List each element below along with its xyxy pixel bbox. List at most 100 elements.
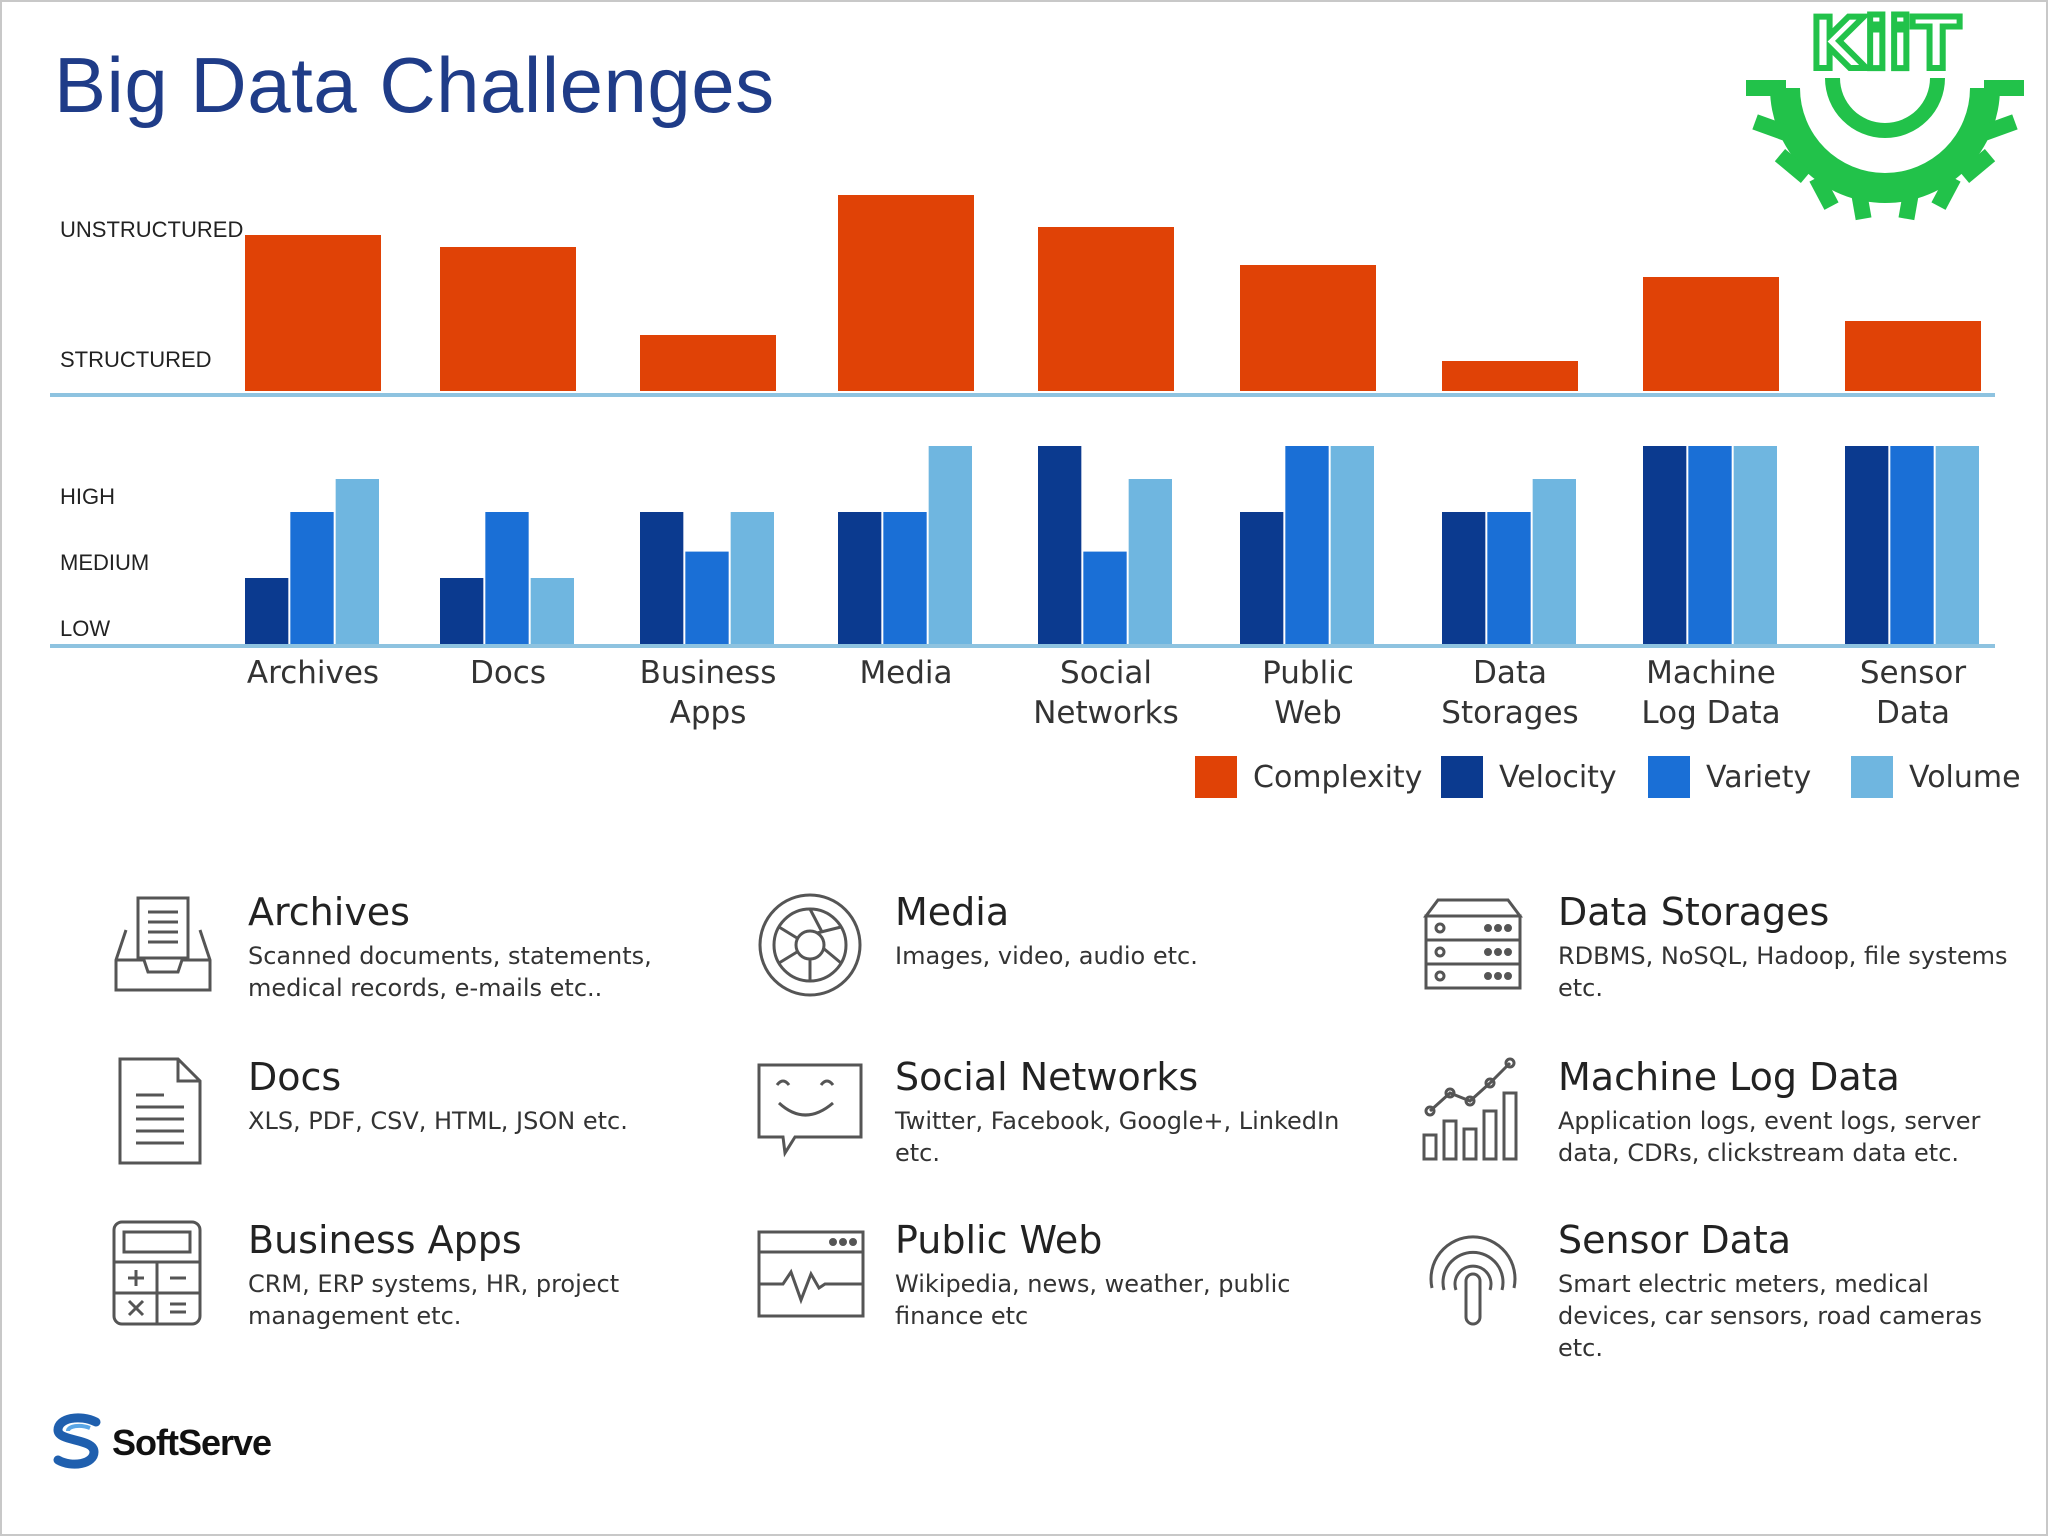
page-title: Big Data Challenges bbox=[54, 41, 775, 129]
category-label: Public bbox=[1262, 655, 1354, 691]
volume-bar bbox=[928, 446, 972, 644]
source-title: Sensor Data bbox=[1558, 1218, 1792, 1262]
source-text: Business Apps CRM, ERP systems, HR, proje… bbox=[248, 1218, 708, 1332]
camera-aperture-icon bbox=[755, 890, 875, 1010]
legend-swatch-variety bbox=[1648, 756, 1690, 798]
velocity-bar bbox=[440, 578, 484, 644]
velocity-bar bbox=[1845, 446, 1889, 644]
category-label: Docs bbox=[470, 655, 546, 691]
variety-bar bbox=[883, 512, 927, 644]
velocity-bar bbox=[1038, 446, 1082, 644]
legend-label-velocity: Velocity bbox=[1499, 760, 1617, 795]
variety-bar bbox=[1285, 446, 1329, 644]
variety-bar bbox=[1487, 512, 1531, 644]
volume-bar bbox=[1733, 446, 1777, 644]
velocity-bar bbox=[1643, 446, 1687, 644]
source-title: Archives bbox=[248, 890, 410, 934]
calculator-icon bbox=[108, 1218, 228, 1338]
kiit-logo-text: KiiT bbox=[1810, 8, 1960, 85]
velocity-bar bbox=[640, 512, 684, 644]
velocity-bar bbox=[838, 512, 882, 644]
legend-swatch-complexity bbox=[1195, 756, 1237, 798]
category-label: Data bbox=[1876, 695, 1950, 731]
complexity-bar bbox=[1240, 265, 1376, 391]
legend-swatch-velocity bbox=[1441, 756, 1483, 798]
source-title: Public Web bbox=[895, 1218, 1103, 1262]
category-label: Archives bbox=[247, 655, 379, 691]
variety-bar bbox=[485, 512, 529, 644]
volume-bar bbox=[730, 512, 774, 644]
variety-bar bbox=[1890, 446, 1934, 644]
source-text: Sensor Data Smart electric meters, medica… bbox=[1558, 1218, 2018, 1364]
source-title: Data Storages bbox=[1558, 890, 1830, 934]
complexity-tick-label: STRUCTURED bbox=[60, 347, 212, 372]
velocity-bar bbox=[1442, 512, 1486, 644]
complexity-bar bbox=[1643, 277, 1779, 391]
source-title: Docs bbox=[248, 1055, 342, 1099]
variety-bar bbox=[685, 551, 729, 644]
source-description: Twitter, Facebook, Google+, LinkedIn etc… bbox=[895, 1107, 1340, 1167]
category-label: Log Data bbox=[1641, 695, 1780, 731]
source-title: Social Networks bbox=[895, 1055, 1199, 1099]
source-text: Docs XLS, PDF, CSV, HTML, JSON etc. bbox=[248, 1055, 708, 1137]
category-label: Data bbox=[1473, 655, 1547, 691]
volume-bar bbox=[1128, 479, 1172, 644]
document-icon bbox=[108, 1055, 228, 1175]
volume-bar bbox=[530, 578, 574, 644]
volume-bar bbox=[1330, 446, 1374, 644]
category-label: Media bbox=[859, 655, 952, 691]
legend-label-volume: Volume bbox=[1909, 760, 2021, 795]
source-title: Machine Log Data bbox=[1558, 1055, 1900, 1099]
source-text: Social Networks Twitter, Facebook, Google… bbox=[895, 1055, 1355, 1169]
complexity-bar bbox=[1442, 361, 1578, 391]
vvv-tick-label: LOW bbox=[60, 616, 110, 641]
category-label: Networks bbox=[1033, 695, 1179, 731]
kiit-logo: KiiT bbox=[1746, 8, 2024, 221]
variety-bar bbox=[1083, 551, 1127, 644]
complexity-bar bbox=[838, 195, 974, 391]
server-rack-icon bbox=[1418, 890, 1538, 1010]
category-label: Web bbox=[1274, 695, 1342, 731]
legend-label-variety: Variety bbox=[1706, 760, 1811, 795]
volume-bar bbox=[1532, 479, 1576, 644]
vvv-tick-label: HIGH bbox=[60, 484, 115, 509]
trend-chart-icon bbox=[1418, 1055, 1538, 1175]
source-description: XLS, PDF, CSV, HTML, JSON etc. bbox=[248, 1107, 628, 1135]
complexity-bar bbox=[1845, 321, 1981, 391]
category-label: Sensor bbox=[1860, 655, 1967, 691]
source-text: Machine Log Data Application logs, event … bbox=[1558, 1055, 2018, 1169]
variety-bar bbox=[290, 512, 334, 644]
velocity-bar bbox=[245, 578, 289, 644]
complexity-bar bbox=[1038, 227, 1174, 391]
volume-bar bbox=[1935, 446, 1979, 644]
complexity-bar bbox=[245, 235, 381, 391]
fingerprint-sensor-icon bbox=[1418, 1218, 1538, 1338]
inbox-tray-icon bbox=[108, 890, 228, 1010]
complexity-bar bbox=[440, 247, 576, 391]
legend-label-complexity: Complexity bbox=[1253, 760, 1422, 795]
source-text: Archives Scanned documents, statements, m… bbox=[248, 890, 708, 1004]
vvv-tick-label: MEDIUM bbox=[60, 550, 149, 575]
source-text: Media Images, video, audio etc. bbox=[895, 890, 1355, 972]
legend-swatch-volume bbox=[1851, 756, 1893, 798]
source-title: Business Apps bbox=[248, 1218, 522, 1262]
complexity-tick-label: UNSTRUCTURED bbox=[60, 217, 243, 242]
volume-bar bbox=[335, 479, 379, 644]
complexity-bar bbox=[640, 335, 776, 391]
source-description: Wikipedia, news, weather, public finance… bbox=[895, 1270, 1291, 1330]
source-description: RDBMS, NoSQL, Hadoop, file systems etc. bbox=[1558, 942, 2008, 1002]
source-description: CRM, ERP systems, HR, project management… bbox=[248, 1270, 620, 1330]
variety-bar bbox=[1688, 446, 1732, 644]
softserve-logo-icon bbox=[53, 1413, 101, 1469]
category-label: Machine bbox=[1646, 655, 1776, 691]
softserve-brand: SoftServe bbox=[50, 1412, 272, 1472]
source-description: Images, video, audio etc. bbox=[895, 942, 1198, 970]
browser-pulse-icon bbox=[755, 1218, 875, 1338]
category-label: Business bbox=[640, 655, 777, 691]
source-description: Smart electric meters, medical devices, … bbox=[1558, 1270, 1983, 1362]
category-label: Social bbox=[1060, 655, 1152, 691]
velocity-bar bbox=[1240, 512, 1284, 644]
source-title: Media bbox=[895, 890, 1010, 934]
big-data-chart: STRUCTURED UNSTRUCTURED LOW MEDIUM HIGH Archi… bbox=[50, 195, 2021, 798]
source-description: Application logs, event logs, server dat… bbox=[1558, 1107, 1981, 1167]
